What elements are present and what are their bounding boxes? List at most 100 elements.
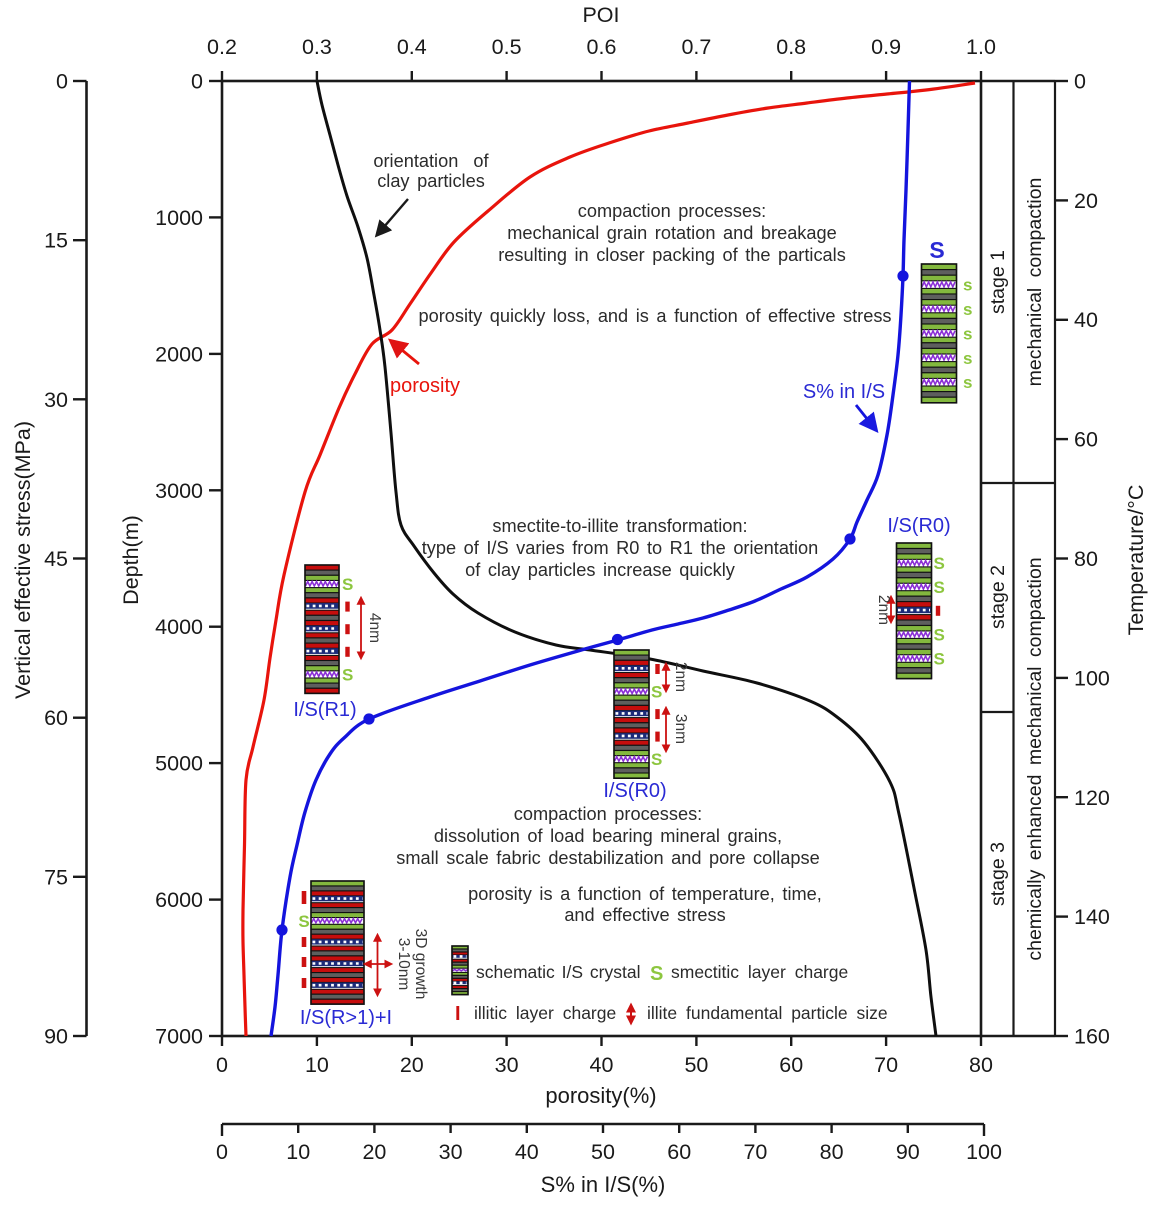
svg-text:type of I/S varies from R0 to: type of I/S varies from R0 to R1 the ori…	[422, 538, 819, 558]
svg-text:100: 100	[966, 1140, 1002, 1164]
svg-text:1000: 1000	[155, 206, 203, 230]
svg-text:illitic layer charge: illitic layer charge	[474, 1003, 616, 1023]
svg-text:140: 140	[1074, 905, 1110, 929]
svg-text:7000: 7000	[155, 1025, 203, 1049]
svg-text:70: 70	[874, 1053, 898, 1077]
svg-text:30: 30	[44, 388, 68, 412]
svg-text:80: 80	[1074, 547, 1098, 571]
svg-text:1.0: 1.0	[966, 35, 996, 59]
svg-text:S: S	[929, 237, 944, 263]
svg-text:30: 30	[439, 1140, 463, 1164]
svg-text:smectite-to-illite transformat: smectite-to-illite transformation:	[492, 516, 747, 536]
svg-text:20: 20	[362, 1140, 386, 1164]
svg-text:porosity is a function of temp: porosity is a function of temperature, t…	[468, 884, 822, 904]
svg-text:S: S	[934, 650, 945, 669]
svg-text:chemically enhanced mechanical: chemically enhanced mechanical compactio…	[1024, 557, 1046, 960]
svg-text:stage 2: stage 2	[987, 565, 1009, 629]
svg-text:90: 90	[896, 1140, 920, 1164]
svg-text:0: 0	[191, 70, 203, 94]
svg-text:0: 0	[216, 1053, 228, 1077]
svg-text:I/S(R0): I/S(R0)	[887, 515, 950, 537]
svg-text:60: 60	[44, 706, 68, 730]
svg-text:S: S	[342, 665, 353, 684]
svg-text:s: s	[963, 300, 972, 319]
svg-text:clay particles: clay particles	[377, 171, 485, 191]
svg-text:S: S	[651, 683, 662, 702]
svg-text:smectitic layer charge: smectitic layer charge	[671, 962, 848, 982]
svg-text:of clay particles increase qui: of clay particles increase quickly	[465, 560, 736, 580]
svg-text:3-10nm: 3-10nm	[395, 938, 412, 991]
svg-text:0.3: 0.3	[302, 35, 332, 59]
svg-text:porosity(%): porosity(%)	[545, 1083, 656, 1108]
svg-text:3D growth: 3D growth	[412, 929, 429, 1000]
svg-text:60: 60	[667, 1140, 691, 1164]
svg-text:Depth(m): Depth(m)	[119, 515, 143, 605]
svg-text:S% in I/S: S% in I/S	[803, 381, 885, 403]
svg-text:40: 40	[515, 1140, 539, 1164]
svg-text:I: I	[455, 1003, 461, 1025]
svg-text:5000: 5000	[155, 752, 203, 776]
svg-text:40: 40	[1074, 308, 1098, 332]
svg-text:S: S	[934, 554, 945, 573]
svg-text:10: 10	[305, 1053, 329, 1077]
svg-text:orientation of: orientation of	[373, 151, 489, 171]
svg-text:compaction processes:: compaction processes:	[514, 804, 703, 824]
svg-text:dissolution of load bearing mi: dissolution of load bearing mineral grai…	[434, 826, 782, 846]
svg-text:s: s	[963, 349, 972, 368]
svg-text:s: s	[963, 324, 972, 343]
svg-text:15: 15	[44, 229, 68, 253]
svg-text:mechanical compaction: mechanical compaction	[1024, 178, 1046, 387]
svg-text:s: s	[963, 373, 972, 392]
svg-text:80: 80	[820, 1140, 844, 1164]
svg-text:20: 20	[1074, 189, 1098, 213]
svg-text:POI: POI	[582, 3, 619, 27]
svg-text:0.8: 0.8	[776, 35, 806, 59]
svg-text:90: 90	[44, 1025, 68, 1049]
svg-text:stage 1: stage 1	[987, 250, 1009, 314]
svg-text:45: 45	[44, 547, 68, 571]
svg-text:S: S	[298, 912, 309, 931]
svg-text:2000: 2000	[155, 342, 203, 366]
svg-text:S% in I/S(%): S% in I/S(%)	[541, 1172, 666, 1197]
svg-text:0.2: 0.2	[207, 35, 237, 59]
svg-text:0: 0	[56, 70, 68, 94]
svg-text:120: 120	[1074, 786, 1110, 810]
svg-text:S: S	[934, 578, 945, 597]
svg-text:small scale fabric destabiliza: small scale fabric destabilization and p…	[396, 848, 819, 868]
svg-text:porosity: porosity	[390, 375, 460, 397]
svg-text:60: 60	[1074, 428, 1098, 452]
svg-text:70: 70	[743, 1140, 767, 1164]
svg-text:resulting in closer packing of: resulting in closer packing of the parti…	[498, 245, 846, 265]
svg-text:3000: 3000	[155, 479, 203, 503]
svg-text:6000: 6000	[155, 888, 203, 912]
svg-text:compaction processes:: compaction processes:	[578, 201, 767, 221]
svg-text:2nm: 2nm	[875, 595, 892, 625]
svg-text:I/S(R1): I/S(R1)	[293, 699, 356, 721]
svg-text:3nm: 3nm	[672, 714, 689, 744]
svg-text:S: S	[651, 750, 662, 769]
svg-text:0: 0	[216, 1140, 228, 1164]
svg-text:S: S	[342, 575, 353, 594]
svg-text:S: S	[934, 626, 945, 645]
svg-text:0.4: 0.4	[397, 35, 427, 59]
svg-text:I/S(R0): I/S(R0)	[603, 780, 666, 802]
svg-text:schematic I/S crystal: schematic I/S crystal	[476, 962, 640, 982]
svg-text:10: 10	[286, 1140, 310, 1164]
svg-text:50: 50	[684, 1053, 708, 1077]
svg-text:40: 40	[590, 1053, 614, 1077]
svg-text:4000: 4000	[155, 615, 203, 639]
svg-text:mechanical grain rotation and: mechanical grain rotation and breakage	[507, 223, 837, 243]
svg-text:illite fundamental particle: illite fundamental particle size	[647, 1003, 888, 1023]
svg-text:0.6: 0.6	[587, 35, 617, 59]
svg-text:0.9: 0.9	[871, 35, 901, 59]
svg-text:Vertical effective stress(MPa): Vertical effective stress(MPa)	[11, 421, 35, 699]
svg-text:4nm: 4nm	[366, 613, 383, 643]
svg-text:80: 80	[969, 1053, 993, 1077]
svg-text:0: 0	[1074, 70, 1086, 94]
svg-text:2nm: 2nm	[672, 662, 689, 692]
svg-text:0.5: 0.5	[492, 35, 522, 59]
svg-text:60: 60	[779, 1053, 803, 1077]
svg-text:s: s	[963, 276, 972, 295]
svg-text:160: 160	[1074, 1025, 1110, 1049]
svg-text:Temperature/°C: Temperature/°C	[1124, 485, 1148, 636]
